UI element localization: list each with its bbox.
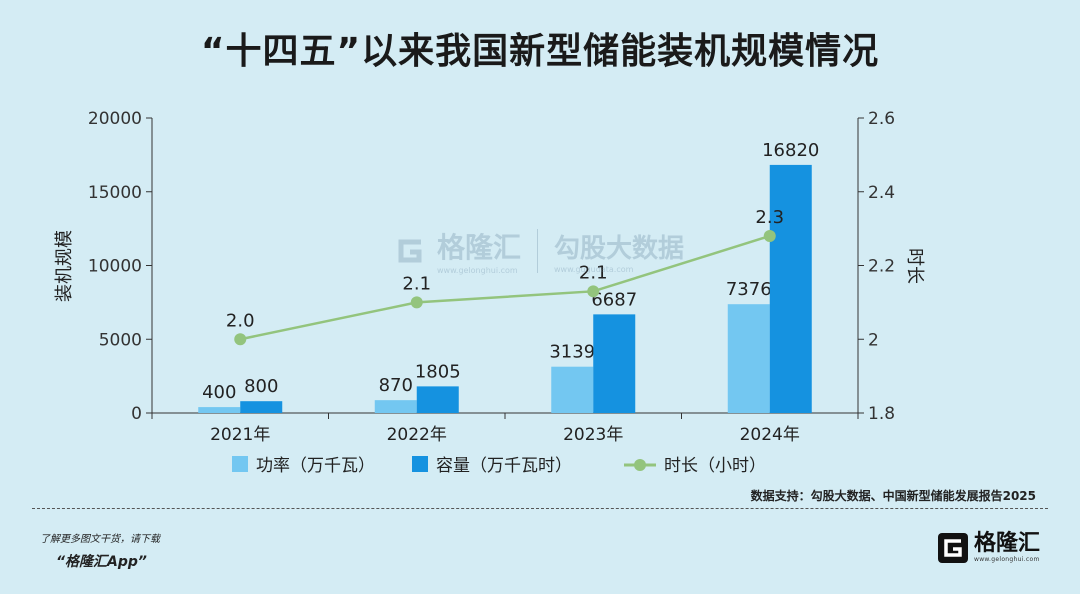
line-data-label: 2.1 bbox=[579, 262, 608, 283]
promo-line-1: 了解更多图文干货，请下载 bbox=[40, 534, 160, 545]
x-tick-label: 2022年 bbox=[387, 425, 447, 445]
x-tick-label: 2023年 bbox=[563, 425, 623, 445]
y-tick-label-right: 2 bbox=[868, 330, 879, 350]
bar-data-label: 800 bbox=[244, 376, 278, 397]
bar-data-label: 1805 bbox=[415, 361, 461, 382]
y-axis-title-right: 时长 bbox=[904, 248, 925, 284]
bar bbox=[416, 386, 459, 413]
promo-line-2: “格隆汇App” bbox=[56, 554, 147, 570]
brand-name: 格隆汇 bbox=[973, 531, 1040, 556]
watermark-name: 格隆汇 bbox=[437, 231, 522, 264]
watermark-name-2: 勾股大数据 bbox=[554, 233, 685, 264]
y-tick-label-left: 5000 bbox=[99, 330, 142, 350]
bar bbox=[551, 366, 594, 413]
bar bbox=[727, 304, 770, 413]
y-axis-title-left: 装机规模 bbox=[54, 230, 75, 302]
watermark: 格隆汇 www.gelonghui.com 勾股大数据 www.gugudata… bbox=[393, 226, 684, 275]
bar-data-label: 6687 bbox=[591, 289, 637, 310]
bar-data-label: 7376 bbox=[726, 279, 772, 300]
source-note: 数据支持：勾股大数据、中国新型储能发展报告2025 bbox=[750, 489, 1036, 503]
y-tick-label-left: 0 bbox=[131, 404, 142, 424]
line-point bbox=[410, 296, 423, 309]
line-point bbox=[763, 230, 776, 242]
line-point bbox=[587, 285, 600, 298]
line-point bbox=[234, 333, 247, 346]
bar-data-label: 3139 bbox=[549, 342, 595, 363]
y-tick-label-left: 10000 bbox=[88, 257, 142, 277]
y-tick-label-right: 1.8 bbox=[868, 404, 895, 424]
brand-logo: 格隆汇 www.gelonghui.com bbox=[937, 530, 1040, 566]
y-tick-label-right: 2.4 bbox=[868, 183, 895, 203]
bar bbox=[240, 401, 283, 413]
y-tick-label-left: 15000 bbox=[88, 183, 142, 203]
line-series bbox=[239, 234, 771, 341]
line-data-label: 2.0 bbox=[226, 310, 255, 331]
line-data-label: 2.1 bbox=[402, 273, 431, 294]
legend-swatch bbox=[412, 456, 428, 472]
bar bbox=[769, 164, 812, 413]
line-data-label: 2.3 bbox=[755, 207, 784, 228]
legend-swatch bbox=[232, 456, 248, 472]
watermark-domain-2: www.gugudata.com bbox=[554, 264, 634, 274]
legend-label: 功率（万千瓦） bbox=[256, 456, 375, 476]
gelonghui-logo-icon bbox=[937, 533, 968, 563]
bar bbox=[593, 314, 636, 413]
y-tick-label-left: 20000 bbox=[88, 109, 142, 129]
watermark-divider bbox=[537, 228, 539, 273]
watermark-domain: www.gelonghui.com bbox=[437, 266, 518, 275]
bar-data-label: 400 bbox=[202, 382, 236, 403]
bar-data-label: 16820 bbox=[762, 140, 819, 161]
dashed-divider bbox=[32, 508, 1048, 509]
y-tick-label-right: 2.6 bbox=[868, 109, 895, 129]
y-tick-label-right: 2.2 bbox=[868, 257, 895, 277]
gelonghui-logo-icon bbox=[398, 239, 422, 262]
x-tick-label: 2021年 bbox=[210, 425, 270, 445]
brand-domain: www.gelonghui.com bbox=[973, 556, 1040, 563]
legend-label: 时长（小时） bbox=[664, 456, 766, 476]
legend-marker bbox=[634, 459, 646, 471]
x-tick-label: 2024年 bbox=[740, 425, 800, 445]
legend-label: 容量（万千瓦时） bbox=[436, 456, 572, 476]
chart-title: “十四五”以来我国新型储能装机规模情况 bbox=[200, 31, 880, 72]
bar bbox=[198, 407, 241, 413]
bar bbox=[374, 400, 417, 413]
bar-data-label: 870 bbox=[379, 375, 413, 396]
